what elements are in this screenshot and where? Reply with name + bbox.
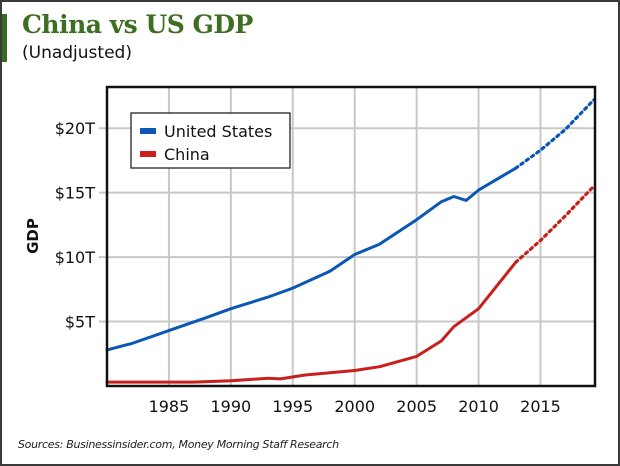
legend-swatch-united-states xyxy=(140,128,156,134)
x-tick-label: 1985 xyxy=(149,397,190,416)
legend-label-china: China xyxy=(164,145,210,164)
x-tick-label: 2005 xyxy=(396,397,437,416)
chart-title: China vs US GDP xyxy=(22,10,253,39)
legend-swatch-china xyxy=(140,151,156,157)
y-tick-label: $15T xyxy=(55,184,96,203)
x-tick-labels: 1985 1990 1995 2000 2005 2010 2015 xyxy=(149,397,561,416)
title-accent-bar xyxy=(2,14,7,62)
y-axis-label: GDP xyxy=(24,218,42,254)
plot-frame xyxy=(105,85,597,388)
grid-lines xyxy=(99,87,595,386)
source-note: Sources: Businessinsider.com, Money Morn… xyxy=(18,438,339,451)
x-tick-label: 1995 xyxy=(272,397,313,416)
series-projection-united-states xyxy=(514,98,596,170)
y-tick-label: $10T xyxy=(55,248,96,267)
chart-subtitle: (Unadjusted) xyxy=(22,43,132,63)
series-projection-china xyxy=(514,184,596,264)
legend-box xyxy=(130,112,291,169)
legend-label-united-states: United States xyxy=(164,122,272,141)
legend: United States China xyxy=(130,112,291,169)
x-tick-label: 1990 xyxy=(210,397,251,416)
series-line-united-states xyxy=(105,166,518,352)
x-tick-label: 2010 xyxy=(458,397,499,416)
x-tick-label: 2000 xyxy=(334,397,375,416)
y-tick-labels: $5T $10T $15T $20T xyxy=(55,119,96,331)
x-tick-label: 2015 xyxy=(520,397,561,416)
series-line-china xyxy=(105,260,518,384)
y-tick-label: $20T xyxy=(55,119,96,138)
y-tick-label: $5T xyxy=(65,313,95,332)
series-lines xyxy=(105,98,596,384)
